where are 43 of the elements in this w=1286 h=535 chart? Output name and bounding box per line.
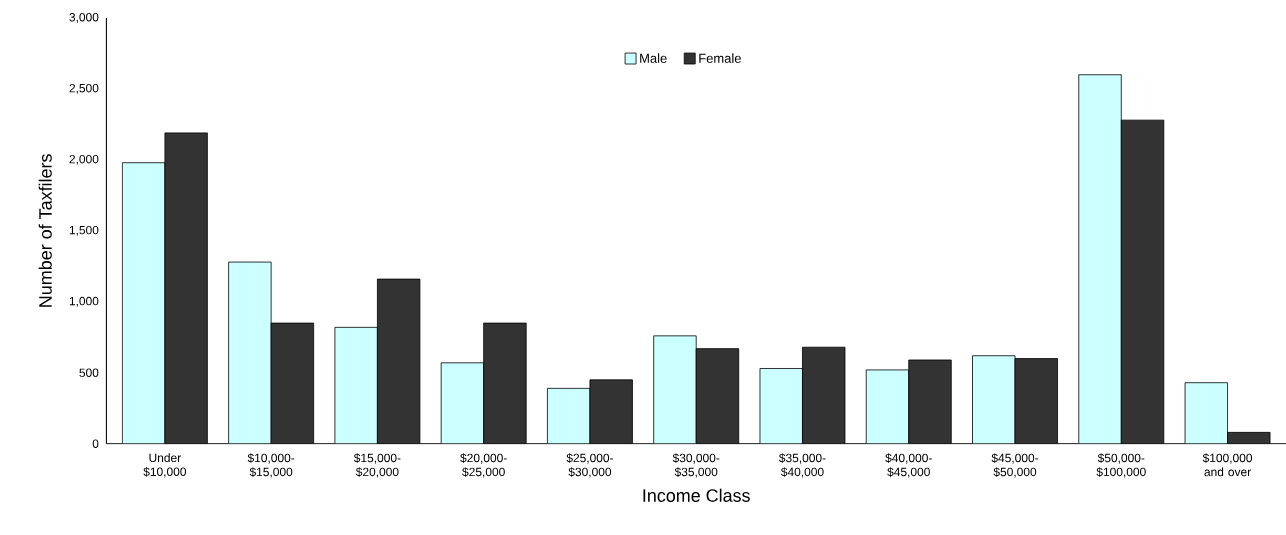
bar <box>334 327 378 444</box>
x-tick-label: $15,000-$20,000 <box>353 453 401 478</box>
x-tick-label: $100,000 and over <box>1202 453 1253 476</box>
bar <box>972 355 1016 444</box>
x-tick-label: $45,000-$50,000 <box>991 453 1039 478</box>
legend-label: Female <box>699 53 741 63</box>
x-tick-label: $25,000-$30,000 <box>566 453 614 478</box>
x-tick-label: $35,000-$40,000 <box>778 453 826 478</box>
bar <box>653 335 697 444</box>
y-tick-label: 1,500 <box>69 225 99 236</box>
bar <box>802 346 845 444</box>
bar <box>122 162 165 444</box>
y-tick-label: 3,000 <box>69 12 99 23</box>
bar <box>483 322 527 444</box>
bar <box>908 359 952 444</box>
x-tick-label: $30,000-$35,000 <box>672 453 720 478</box>
legend-label: Male <box>640 53 667 63</box>
y-tick-label: 2,000 <box>69 154 99 165</box>
y-tick-label: 500 <box>79 368 99 377</box>
bar <box>228 261 272 444</box>
bar <box>547 388 590 444</box>
bar <box>759 368 803 444</box>
bar <box>441 362 484 444</box>
y-tick-label: 1,000 <box>69 296 99 307</box>
y-tick-label: 2,500 <box>69 83 99 94</box>
bar <box>1015 358 1058 444</box>
x-axis-title: Income Class <box>643 488 750 502</box>
bar <box>271 322 314 444</box>
y-tick-label: 0 <box>92 439 99 448</box>
bar <box>866 369 909 444</box>
x-tick-label: $20,000-$25,000 <box>460 453 507 478</box>
x-tick-label: $10,000-$15,000 <box>247 453 295 478</box>
x-tick-label: Under $10,000 <box>143 453 187 478</box>
x-tick-label: $40,000-$45,000 <box>885 453 932 478</box>
bar <box>377 278 420 444</box>
bar <box>696 348 739 444</box>
bar <box>1078 74 1122 444</box>
bar <box>1121 119 1164 444</box>
bar <box>589 379 633 444</box>
bar <box>1184 382 1228 444</box>
y-axis-title: Number of Taxfilers <box>38 153 52 307</box>
bar <box>164 132 208 444</box>
x-tick-label: $50,000-$100,000 <box>1096 453 1146 478</box>
